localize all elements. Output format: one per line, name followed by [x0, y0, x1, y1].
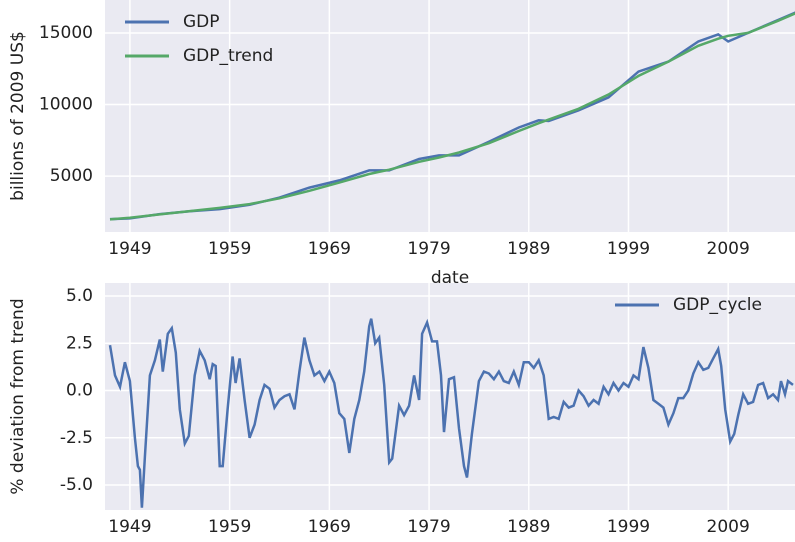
- y-tick-label: 15000: [39, 23, 93, 43]
- y-tick-label: -2.5: [60, 428, 93, 448]
- line: [109, 12, 795, 221]
- y-tick-label: 5000: [50, 166, 93, 186]
- x-tick-label: 2009: [707, 239, 750, 259]
- y-tick-label: -5.0: [60, 475, 93, 495]
- x-tick-label: 1979: [407, 517, 450, 537]
- x-tick-label: 1959: [208, 239, 251, 259]
- x-tick-label: 1949: [108, 517, 151, 537]
- legend-label: GDP: [183, 12, 220, 32]
- x-tick-label: 1979: [407, 239, 450, 259]
- y-tick-label: 2.5: [66, 333, 93, 353]
- x-tick-label: 1969: [308, 517, 351, 537]
- legend-label: GDP_trend: [183, 46, 273, 66]
- y-tick-label: 10000: [39, 95, 93, 115]
- plot-area: [105, 0, 795, 232]
- legend-label: GDP_cycle: [673, 295, 762, 315]
- y-tick-label: 5.0: [66, 286, 93, 306]
- x-tick-label: 1999: [607, 239, 650, 259]
- x-tick-label: 2009: [707, 517, 750, 537]
- x-tick-label: 1999: [607, 517, 650, 537]
- plot-area: [105, 283, 795, 510]
- y-tick-label: 0.0: [66, 381, 93, 401]
- x-tick-label: 1949: [108, 239, 151, 259]
- y-axis-label: % deviation from trend: [8, 298, 28, 494]
- x-tick-label: 1959: [208, 517, 251, 537]
- x-tick-label: 1989: [507, 239, 550, 259]
- line: [108, 318, 794, 508]
- x-tick-label: 1989: [507, 517, 550, 537]
- y-axis-label: billions of 2009 US$: [8, 31, 28, 201]
- x-tick-label: 1969: [308, 239, 351, 259]
